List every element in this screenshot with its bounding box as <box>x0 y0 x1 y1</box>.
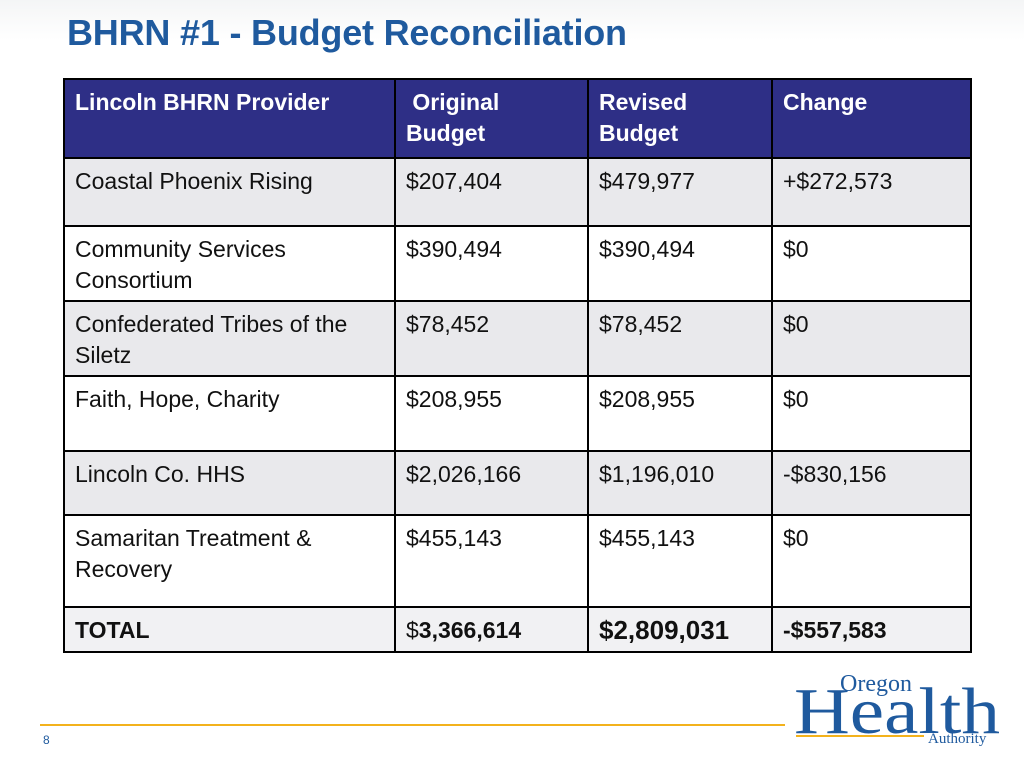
header-original-budget: Original Budget <box>394 78 589 159</box>
total-original-currency: $ <box>406 617 419 643</box>
original-budget-cell: $455,143 <box>394 514 589 608</box>
change-cell: -$830,156 <box>771 450 972 516</box>
original-budget-cell: $207,404 <box>394 157 589 227</box>
header-change-label: Change <box>783 89 868 115</box>
header-original-label-line1: Original <box>406 89 500 115</box>
provider-cell: Community Services Consortium <box>63 225 396 302</box>
total-original-amount: 3,366,614 <box>418 617 522 643</box>
total-change-cell: -$557,583 <box>771 606 972 653</box>
oregon-health-authority-logo: Oregon Health Authority <box>794 671 1000 747</box>
header-provider: Lincoln BHRN Provider <box>63 78 396 159</box>
provider-cell: Coastal Phoenix Rising <box>63 157 396 227</box>
change-cell: $0 <box>771 300 972 377</box>
provider-cell: Confederated Tribes of the Siletz <box>63 300 396 377</box>
budget-table: Lincoln BHRN Provider Original Budget Re… <box>63 78 972 653</box>
logo-underline <box>796 735 924 737</box>
revised-budget-cell: $455,143 <box>587 514 773 608</box>
original-budget-cell: $2,026,166 <box>394 450 589 516</box>
change-cell: $0 <box>771 225 972 302</box>
slide-title: BHRN #1 - Budget Reconciliation <box>67 12 627 53</box>
total-label-cell: TOTAL <box>63 606 396 653</box>
table-row: Coastal Phoenix Rising $207,404 $479,977… <box>63 157 972 227</box>
table-header-row: Lincoln BHRN Provider Original Budget Re… <box>63 78 972 159</box>
provider-cell: Samaritan Treatment & Recovery <box>63 514 396 608</box>
original-budget-cell: $78,452 <box>394 300 589 377</box>
footer-rule <box>40 724 785 726</box>
header-revised-budget: Revised Budget <box>587 78 773 159</box>
revised-budget-cell: $479,977 <box>587 157 773 227</box>
table-row: Community Services Consortium $390,494 $… <box>63 225 972 302</box>
change-cell: +$272,573 <box>771 157 972 227</box>
logo-line-oregon: Oregon <box>840 671 912 697</box>
provider-cell: Faith, Hope, Charity <box>63 375 396 452</box>
table-row: Samaritan Treatment & Recovery $455,143 … <box>63 514 972 608</box>
total-revised-cell: $2,809,031 <box>587 606 773 653</box>
title-band <box>0 0 1024 40</box>
header-revised-label-line1: Revised <box>599 89 688 115</box>
table-row: Confederated Tribes of the Siletz $78,45… <box>63 300 972 377</box>
revised-budget-cell: $78,452 <box>587 300 773 377</box>
revised-budget-cell: $1,196,010 <box>587 450 773 516</box>
change-cell: $0 <box>771 514 972 608</box>
table-row: Lincoln Co. HHS $2,026,166 $1,196,010 -$… <box>63 450 972 516</box>
header-provider-label: Lincoln BHRN Provider <box>75 89 330 115</box>
header-original-label-line2: Budget <box>406 120 486 146</box>
page-number: 8 <box>43 733 50 747</box>
total-original-cell: $3,366,614 <box>394 606 589 653</box>
logo-line-authority: Authority <box>928 731 987 747</box>
header-revised-label-line2: Budget <box>599 120 679 146</box>
change-cell: $0 <box>771 375 972 452</box>
header-change: Change <box>771 78 972 159</box>
original-budget-cell: $390,494 <box>394 225 589 302</box>
revised-budget-cell: $390,494 <box>587 225 773 302</box>
total-row: TOTAL $3,366,614 $2,809,031 -$557,583 <box>63 606 972 653</box>
revised-budget-cell: $208,955 <box>587 375 773 452</box>
original-budget-cell: $208,955 <box>394 375 589 452</box>
provider-cell: Lincoln Co. HHS <box>63 450 396 516</box>
table-row: Faith, Hope, Charity $208,955 $208,955 $… <box>63 375 972 452</box>
